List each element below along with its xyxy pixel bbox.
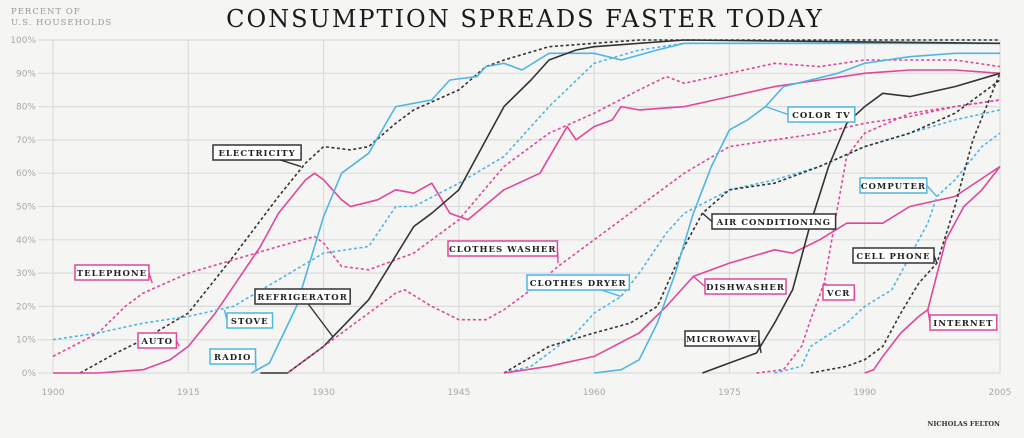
series-label-cell-phone: CELL PHONE bbox=[852, 247, 938, 264]
label-text: INTERNET bbox=[933, 319, 993, 329]
series-line-dishwasher bbox=[503, 165, 1001, 374]
label-leader bbox=[765, 105, 789, 116]
label-text: COMPUTER bbox=[861, 182, 926, 192]
label-box bbox=[74, 264, 150, 281]
x-tick-label: 1945 bbox=[447, 388, 470, 398]
series-label-stove: STOVE bbox=[223, 309, 274, 329]
series-line-cell-phone bbox=[810, 72, 1001, 374]
series-line-refrigerator bbox=[260, 39, 1001, 374]
chart-title: CONSUMPTION SPREADS FASTER TODAY bbox=[226, 5, 824, 33]
label-text: CLOTHES WASHER bbox=[449, 245, 556, 255]
series-line-telephone bbox=[52, 59, 1001, 358]
series-label-refrigerator: REFRIGERATOR bbox=[254, 288, 351, 337]
series-line-radio bbox=[251, 42, 1000, 374]
x-tick-label: 1915 bbox=[177, 388, 200, 398]
series-label-telephone: TELEPHONE bbox=[74, 264, 153, 284]
label-box bbox=[209, 348, 257, 365]
label-leader bbox=[692, 275, 706, 288]
label-leader bbox=[701, 212, 713, 223]
label-text: CELL PHONE bbox=[856, 252, 930, 262]
x-tick-label: 1960 bbox=[583, 388, 606, 398]
series-line-color-tv bbox=[594, 52, 1000, 374]
series-label-computer: COMPUTER bbox=[859, 177, 938, 197]
y-axis-label-line2: U.S. HOUSEHOLDS bbox=[11, 18, 112, 28]
label-box bbox=[447, 240, 559, 257]
label-text: TELEPHONE bbox=[77, 269, 147, 279]
y-axis-label-line1: PERCENT OF bbox=[11, 7, 81, 17]
y-tick-label: 0% bbox=[22, 369, 37, 379]
label-box bbox=[787, 106, 856, 123]
x-tick-label: 1975 bbox=[718, 388, 741, 398]
series-line-vcr bbox=[756, 99, 1001, 374]
series-label-electricity: ELECTRICITY bbox=[212, 144, 302, 168]
series-line-electricity bbox=[79, 39, 1000, 374]
x-tick-label: 1930 bbox=[312, 388, 335, 398]
label-text: VCR bbox=[826, 289, 850, 299]
series-line-microwave bbox=[702, 72, 1001, 374]
y-tick-label: 30% bbox=[16, 269, 36, 279]
label-leader bbox=[926, 185, 938, 197]
label-box bbox=[137, 332, 178, 349]
credit: NICHOLAS FELTON bbox=[927, 420, 1000, 428]
label-box bbox=[929, 314, 998, 331]
series-line-clothes-washer bbox=[287, 99, 1001, 374]
label-box bbox=[711, 213, 837, 230]
label-text: AUTO bbox=[140, 337, 173, 347]
series-line-internet bbox=[864, 166, 1001, 374]
y-tick-label: 40% bbox=[16, 236, 36, 246]
y-tick-label: 80% bbox=[16, 103, 36, 113]
label-box bbox=[704, 278, 787, 295]
y-tick-label: 50% bbox=[16, 203, 36, 213]
x-tick-label: 1990 bbox=[853, 388, 876, 398]
label-text: STOVE bbox=[231, 317, 269, 327]
x-tick-label: 1900 bbox=[42, 388, 65, 398]
label-text: REFRIGERATOR bbox=[257, 293, 347, 303]
label-text: ELECTRICITY bbox=[218, 149, 295, 159]
label-box bbox=[212, 144, 302, 161]
series-label-clothes-dryer: CLOTHES DRYER bbox=[526, 274, 631, 298]
series-label-radio: RADIO bbox=[209, 348, 257, 370]
series-label-vcr: VCR bbox=[822, 282, 856, 301]
y-tick-label: 100% bbox=[10, 36, 36, 46]
series-line-computer bbox=[774, 132, 1001, 374]
label-box bbox=[226, 312, 274, 329]
series-line-auto bbox=[53, 69, 1001, 374]
series-label-air-conditioning: AIR CONDITIONING bbox=[701, 212, 837, 230]
y-tick-label: 60% bbox=[16, 169, 36, 179]
series-line-stove bbox=[52, 42, 1000, 341]
series-label-color-tv: COLOR TV bbox=[765, 105, 856, 123]
series-line-air-conditioning bbox=[503, 79, 1001, 374]
label-text: MICROWAVE bbox=[686, 335, 758, 345]
label-text: COLOR TV bbox=[792, 111, 851, 121]
label-box bbox=[526, 274, 631, 291]
label-text: AIR CONDITIONING bbox=[716, 218, 831, 228]
y-tick-label: 70% bbox=[16, 136, 36, 146]
series-label-dishwasher: DISHWASHER bbox=[692, 275, 787, 295]
x-tick-label: 2005 bbox=[989, 388, 1012, 398]
series-label-auto: AUTO bbox=[137, 332, 180, 349]
y-tick-label: 90% bbox=[16, 69, 36, 79]
label-box bbox=[254, 288, 351, 305]
series-label-microwave: MICROWAVE bbox=[684, 330, 762, 354]
series-label-internet: INTERNET bbox=[927, 309, 998, 331]
y-tick-label: 20% bbox=[16, 302, 36, 312]
label-box bbox=[684, 330, 760, 347]
label-box bbox=[852, 247, 935, 264]
label-text: RADIO bbox=[214, 353, 251, 363]
label-box bbox=[822, 284, 856, 301]
label-text: DISHWASHER bbox=[706, 283, 785, 293]
y-tick-label: 10% bbox=[16, 336, 36, 346]
series-label-clothes-washer: CLOTHES WASHER bbox=[447, 240, 559, 264]
label-box bbox=[859, 177, 928, 194]
label-text: CLOTHES DRYER bbox=[530, 279, 627, 289]
